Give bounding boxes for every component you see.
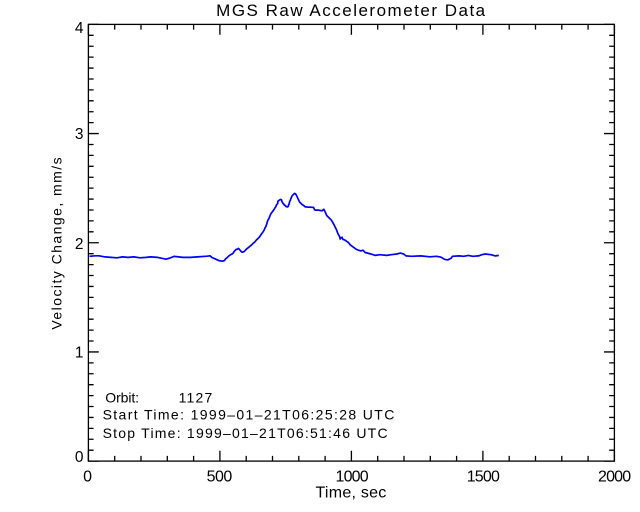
svg-text:1127: 1127 (179, 390, 214, 406)
svg-text:MGS Raw Accelerometer Data: MGS Raw Accelerometer Data (216, 1, 486, 20)
svg-text:0: 0 (75, 449, 84, 466)
svg-text:0: 0 (83, 469, 92, 486)
svg-text:Orbit:: Orbit: (105, 390, 139, 406)
svg-text:1000: 1000 (335, 468, 368, 485)
svg-text:2000: 2000 (598, 469, 631, 486)
svg-text:Time, sec: Time, sec (316, 485, 387, 502)
svg-text:4: 4 (75, 20, 84, 37)
svg-text:Velocity Change, mm/s: Velocity Change, mm/s (49, 156, 65, 330)
svg-text:3: 3 (75, 126, 84, 143)
svg-text:2: 2 (75, 236, 84, 253)
svg-text:Stop Time: 1999–01–21T06:51:46: Stop Time: 1999–01–21T06:51:46 UTC (103, 425, 389, 441)
svg-text:500: 500 (207, 469, 233, 486)
svg-text:1500: 1500 (467, 469, 500, 486)
svg-text:Start Time: 1999–01–21T06:25:2: Start Time: 1999–01–21T06:25:28 UTC (103, 407, 396, 423)
svg-text:1: 1 (75, 345, 84, 362)
